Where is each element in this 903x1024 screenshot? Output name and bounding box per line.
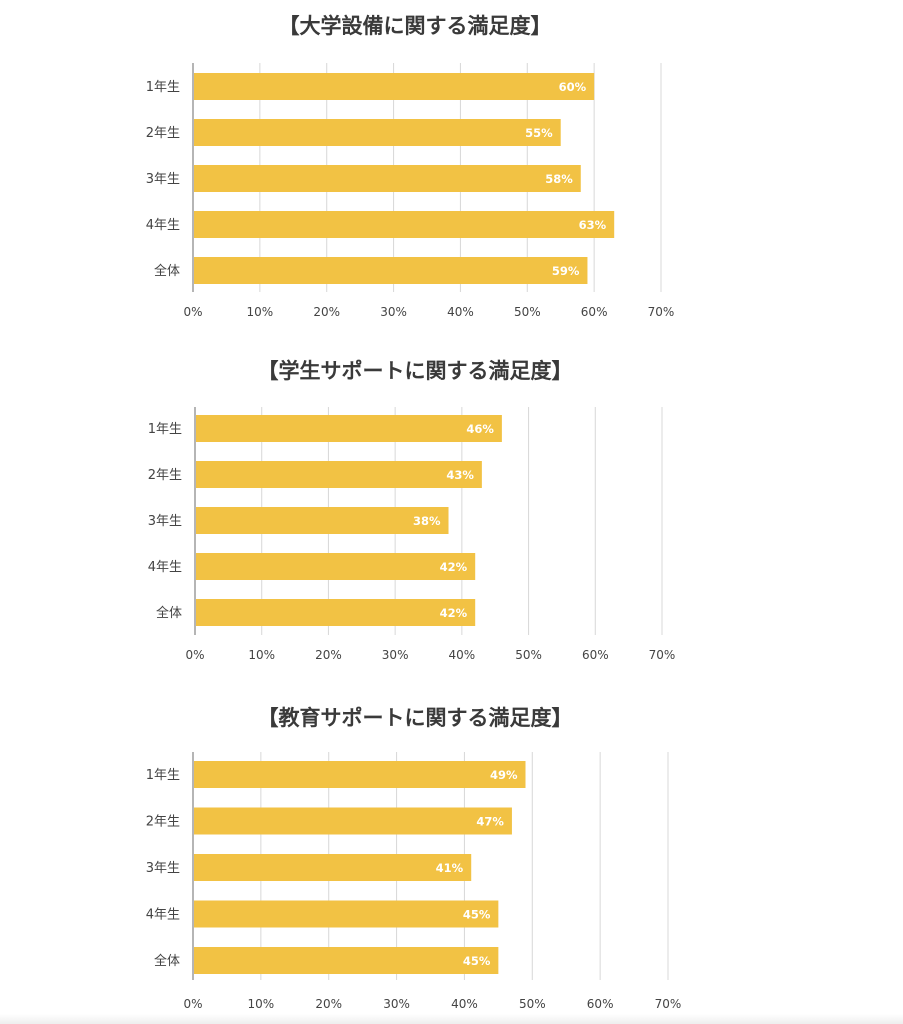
data-label: 38% bbox=[413, 514, 441, 528]
x-tick-label: 70% bbox=[648, 305, 675, 319]
category-label: 3年生 bbox=[146, 172, 180, 187]
bar bbox=[196, 553, 476, 580]
data-label: 60% bbox=[559, 80, 587, 94]
x-tick-label: 40% bbox=[451, 997, 478, 1011]
x-tick-label: 50% bbox=[515, 648, 542, 662]
x-tick-label: 40% bbox=[449, 648, 476, 662]
data-label: 43% bbox=[446, 468, 474, 482]
x-tick-label: 40% bbox=[447, 305, 474, 319]
category-label: 2年生 bbox=[146, 815, 180, 830]
category-label: 4年生 bbox=[148, 560, 182, 575]
category-label: 全体 bbox=[156, 605, 182, 621]
x-tick-label: 50% bbox=[514, 305, 541, 319]
data-label: 42% bbox=[440, 606, 468, 620]
bar bbox=[194, 854, 472, 881]
bar bbox=[196, 461, 482, 488]
x-tick-label: 30% bbox=[382, 648, 409, 662]
x-tick-label: 60% bbox=[581, 305, 608, 319]
chart-title: 【学生サポートに関する満足度】 bbox=[257, 359, 573, 383]
data-label: 45% bbox=[463, 954, 491, 968]
x-tick-label: 30% bbox=[383, 997, 410, 1011]
chart-plot: 0% 10% 20% 30% 40% 50% 60% 70% 1年生 49% 2年生 47% 3年生 41… bbox=[146, 752, 682, 1011]
bar bbox=[194, 807, 512, 835]
x-tick-label: 70% bbox=[649, 648, 676, 662]
bar bbox=[194, 947, 499, 974]
category-label: 4年生 bbox=[146, 908, 180, 923]
bar bbox=[196, 599, 476, 626]
data-label: 58% bbox=[545, 172, 573, 186]
bar bbox=[194, 761, 526, 788]
category-label: 全体 bbox=[154, 953, 180, 969]
data-label: 45% bbox=[463, 908, 491, 922]
data-label: 42% bbox=[440, 560, 468, 574]
x-tick-label: 50% bbox=[519, 997, 546, 1011]
x-tick-label: 70% bbox=[655, 997, 682, 1011]
x-tick-label: 0% bbox=[183, 305, 202, 319]
x-tick-label: 20% bbox=[313, 305, 340, 319]
chart-plot: 0% 10% 20% 30% 40% 50% 60% 70% 1年生 60% 2年生 55% 3年生 58… bbox=[146, 63, 675, 319]
x-tick-label: 0% bbox=[183, 997, 202, 1011]
data-label: 49% bbox=[490, 768, 518, 782]
chart-title: 【大学設備に関する満足度】 bbox=[278, 14, 552, 38]
category-label: 3年生 bbox=[148, 514, 182, 529]
bar bbox=[194, 211, 615, 238]
bar bbox=[196, 507, 449, 534]
x-tick-label: 10% bbox=[248, 648, 275, 662]
bottom-fade bbox=[0, 1014, 903, 1024]
category-label: 3年生 bbox=[146, 861, 180, 876]
x-tick-label: 0% bbox=[185, 648, 204, 662]
x-tick-label: 10% bbox=[247, 305, 274, 319]
data-label: 47% bbox=[476, 815, 504, 829]
category-label: 2年生 bbox=[148, 468, 182, 483]
x-tick-label: 60% bbox=[582, 648, 609, 662]
bar bbox=[194, 119, 561, 146]
category-label: 1年生 bbox=[146, 768, 180, 783]
category-label: 1年生 bbox=[146, 80, 180, 95]
data-label: 59% bbox=[552, 264, 580, 278]
data-label: 46% bbox=[466, 422, 494, 436]
bar bbox=[196, 415, 502, 442]
bar bbox=[194, 165, 581, 192]
x-tick-label: 20% bbox=[315, 997, 342, 1011]
bar bbox=[194, 73, 595, 100]
bar bbox=[194, 900, 499, 928]
bar bbox=[194, 257, 588, 284]
category-label: 1年生 bbox=[148, 422, 182, 437]
data-label: 41% bbox=[436, 861, 464, 875]
data-label: 63% bbox=[579, 218, 607, 232]
data-label: 55% bbox=[525, 126, 553, 140]
x-tick-label: 60% bbox=[587, 997, 614, 1011]
chart-plot: 0% 10% 20% 30% 40% 50% 60% 70% 1年生 46% 2年生 43% 3年生 38… bbox=[148, 407, 676, 662]
x-tick-label: 30% bbox=[380, 305, 407, 319]
category-label: 2年生 bbox=[146, 126, 180, 141]
category-label: 全体 bbox=[154, 263, 180, 279]
category-label: 4年生 bbox=[146, 218, 180, 233]
chart-title: 【教育サポートに関する満足度】 bbox=[257, 706, 573, 730]
x-tick-label: 20% bbox=[315, 648, 342, 662]
x-tick-label: 10% bbox=[248, 997, 275, 1011]
